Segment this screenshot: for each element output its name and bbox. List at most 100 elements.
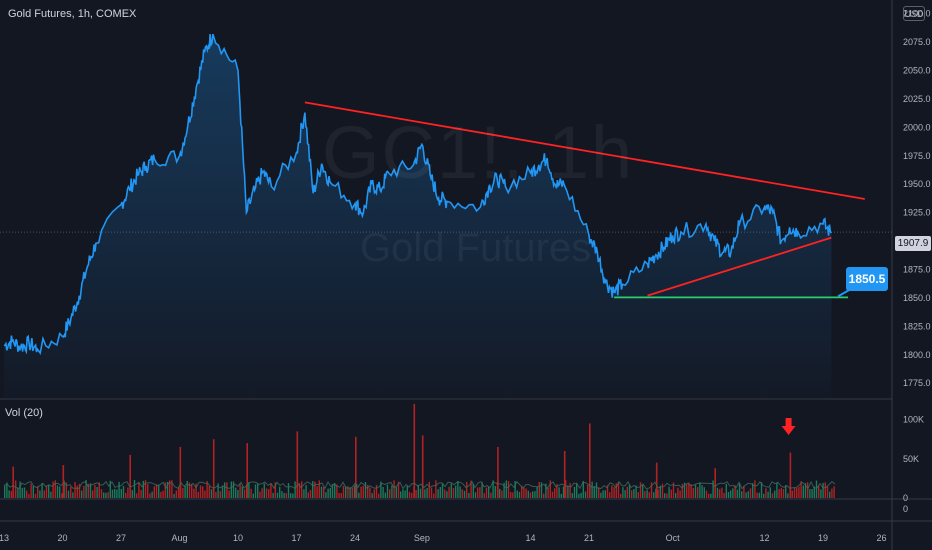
volume-bar — [525, 488, 527, 498]
symbol-title: Gold Futures, 1h, COMEX — [8, 8, 137, 20]
volume-bar — [732, 488, 734, 498]
time-axis-label: 21 — [584, 533, 594, 543]
volume-bar — [230, 481, 232, 498]
volume-bar — [56, 485, 59, 498]
volume-bar — [721, 487, 723, 498]
volume-bar — [558, 487, 560, 498]
volume-bar — [26, 490, 28, 498]
price-axis-tick: 1950.0 — [903, 179, 931, 189]
volume-bar — [507, 481, 510, 498]
volume-bar — [547, 487, 549, 498]
volume-bar — [499, 488, 501, 498]
volume-bar — [769, 487, 771, 498]
price-axis-tick: 2075.0 — [903, 37, 931, 47]
volume-bar — [103, 492, 105, 498]
volume-bar — [573, 486, 576, 498]
volume-bar — [712, 480, 714, 498]
price-axis-tick: 1850.0 — [903, 293, 931, 303]
volume-bar — [730, 490, 732, 498]
volume-bar — [683, 482, 686, 498]
volume-bar — [593, 486, 595, 498]
volume-bar — [648, 492, 650, 498]
volume-bar — [202, 486, 204, 498]
volume-bar — [334, 483, 336, 498]
volume-bar — [37, 486, 39, 498]
volume-bar — [439, 487, 441, 498]
volume-bar — [556, 484, 558, 498]
volume-bar — [818, 485, 820, 498]
volume-bar — [582, 481, 584, 498]
volume-spike — [62, 465, 65, 498]
volume-bar — [466, 481, 468, 498]
volume-bar — [736, 489, 738, 498]
volume-bar — [560, 493, 562, 498]
volume-bar — [232, 481, 235, 498]
volume-bar — [758, 492, 760, 498]
volume-bar — [406, 485, 408, 498]
volume-bar — [763, 493, 765, 498]
volume-spike — [12, 466, 14, 498]
price-axis-tick: 1775.0 — [903, 378, 931, 388]
volume-bar — [532, 491, 534, 498]
volume-bar — [345, 486, 347, 498]
volume-bar — [151, 491, 153, 498]
volume-spike — [563, 451, 566, 498]
volume-bar — [347, 486, 349, 498]
volume-bar — [749, 488, 752, 498]
volume-bar — [270, 483, 272, 498]
volume-bar — [6, 482, 8, 498]
watermark-symbol: GC1!, 1h — [322, 111, 635, 194]
volume-bar — [672, 482, 675, 498]
volume-bar — [433, 493, 435, 498]
volume-bar — [771, 493, 774, 498]
volume-bar — [639, 482, 642, 498]
volume-bar — [199, 485, 202, 498]
volume-bar — [657, 489, 659, 498]
volume-bar — [831, 488, 833, 498]
currency-badge[interactable]: USD — [903, 6, 925, 21]
volume-bar — [679, 490, 681, 498]
volume-axis-tick: 50K — [903, 454, 919, 464]
volume-bar — [386, 484, 389, 498]
time-axis-label: 13 — [0, 533, 9, 543]
volume-bar — [21, 487, 23, 498]
volume-bar — [287, 483, 290, 498]
volume-bar — [602, 490, 604, 498]
volume-bar — [778, 489, 780, 498]
support-callout[interactable]: 1850.5 — [846, 267, 888, 291]
volume-ma-line — [3, 480, 836, 490]
volume-bar — [160, 491, 162, 498]
volume-bar — [587, 484, 589, 498]
volume-spike — [413, 403, 416, 498]
volume-bar — [373, 489, 375, 498]
volume-bar — [811, 489, 813, 498]
volume-bar — [67, 490, 70, 498]
volume-bar — [400, 491, 402, 498]
volume-bar — [807, 482, 809, 498]
volume-bar — [661, 483, 664, 498]
volume-bar — [100, 489, 103, 498]
volume-bar — [70, 486, 72, 498]
time-axis-label: 24 — [350, 533, 360, 543]
volume-bar — [356, 484, 358, 498]
volume-bar — [426, 488, 428, 498]
volume-bar — [688, 482, 690, 498]
volume-bar — [428, 481, 430, 498]
volume-bar — [142, 480, 144, 498]
volume-bar — [461, 489, 463, 498]
price-axis-tick: 2100.0 — [903, 9, 931, 19]
volume-bar — [171, 480, 173, 498]
volume-bar — [41, 483, 43, 498]
volume-bar — [514, 481, 516, 498]
volume-bar — [48, 484, 50, 498]
volume-bar — [307, 492, 309, 498]
price-axis-tick: 1875.0 — [903, 265, 931, 275]
volume-bar — [595, 482, 598, 498]
volume-bar — [208, 486, 210, 498]
volume-bar — [210, 489, 213, 498]
volume-bar — [774, 490, 776, 498]
volume-bar — [87, 483, 89, 498]
volume-bar — [316, 486, 318, 498]
volume-bar — [809, 489, 811, 498]
